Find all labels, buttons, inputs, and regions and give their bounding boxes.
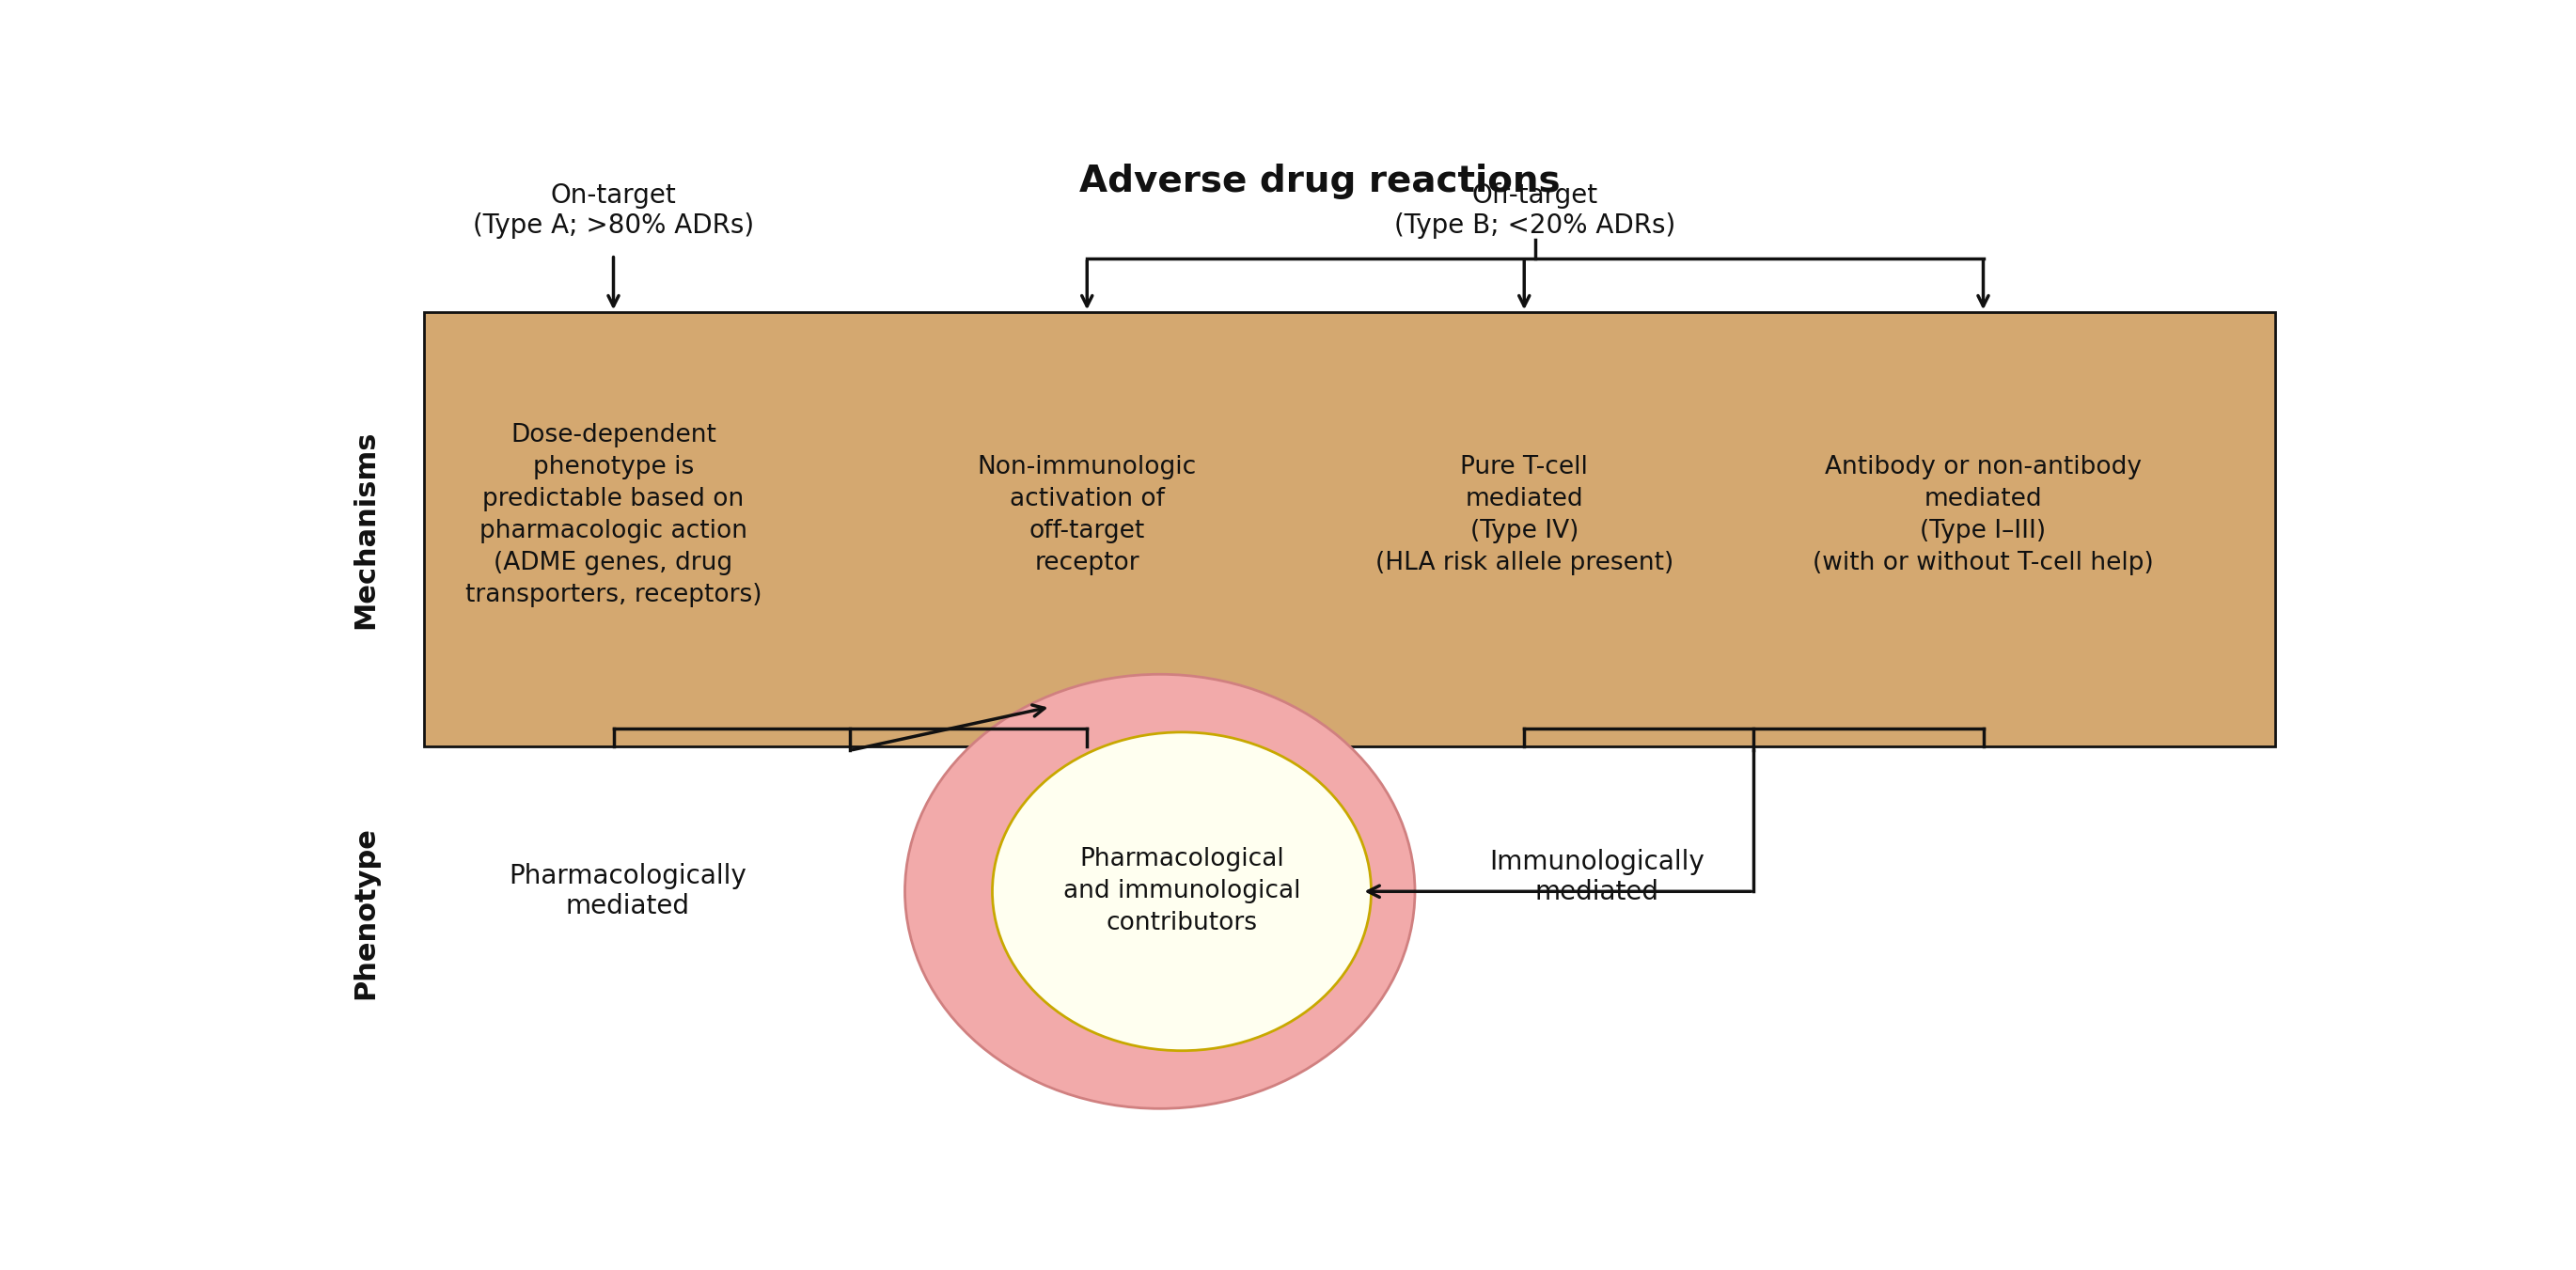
Text: Immunologically
mediated: Immunologically mediated bbox=[1489, 848, 1705, 906]
Text: Off-target
(Type B; <20% ADRs): Off-target (Type B; <20% ADRs) bbox=[1394, 182, 1677, 239]
Text: Pure T-cell
mediated
(Type IV)
(HLA risk allele present): Pure T-cell mediated (Type IV) (HLA risk… bbox=[1376, 455, 1674, 575]
Bar bbox=[425, 312, 2275, 747]
Text: Adverse drug reactions: Adverse drug reactions bbox=[1079, 164, 1561, 199]
Text: Antibody or non-antibody
mediated
(Type I–III)
(with or without T-cell help): Antibody or non-antibody mediated (Type … bbox=[1814, 455, 2154, 575]
Text: Mechanisms: Mechanisms bbox=[353, 431, 379, 629]
Ellipse shape bbox=[904, 674, 1414, 1109]
Text: Dose-dependent
phenotype is
predictable based on
pharmacologic action
(ADME gene: Dose-dependent phenotype is predictable … bbox=[466, 423, 762, 607]
Text: Pharmacological
and immunological
contributors: Pharmacological and immunological contri… bbox=[1064, 847, 1301, 936]
Text: Phenotype: Phenotype bbox=[353, 827, 379, 999]
Text: Non-immunologic
activation of
off-target
receptor: Non-immunologic activation of off-target… bbox=[976, 455, 1198, 575]
Text: Pharmacologically
mediated: Pharmacologically mediated bbox=[510, 864, 747, 919]
Text: On-target
(Type A; >80% ADRs): On-target (Type A; >80% ADRs) bbox=[474, 182, 755, 239]
Ellipse shape bbox=[992, 733, 1370, 1050]
